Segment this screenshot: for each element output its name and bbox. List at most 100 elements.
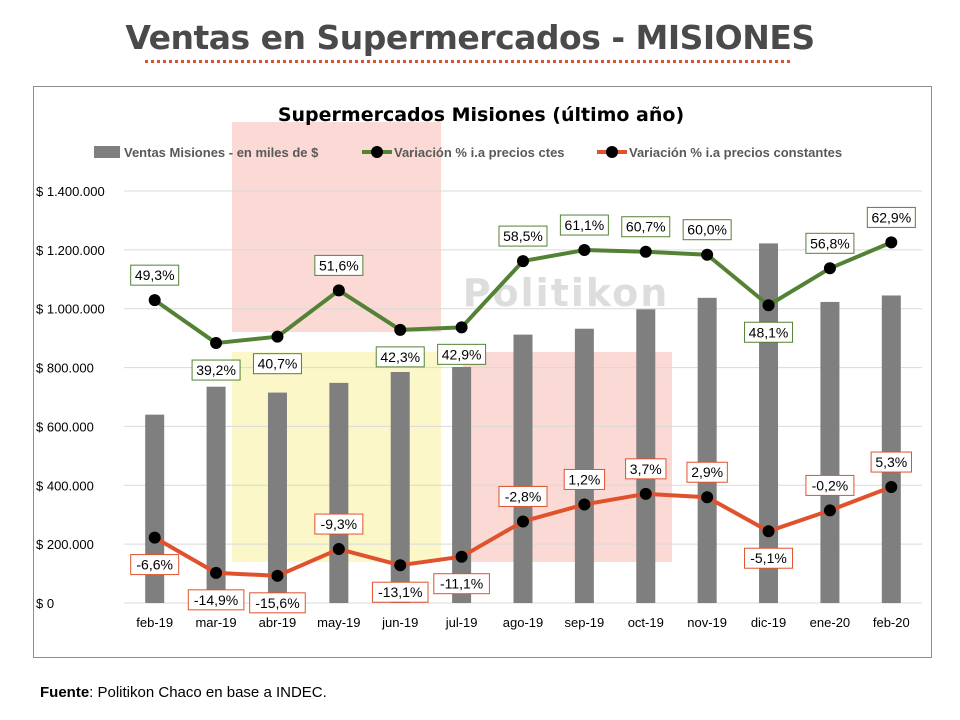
nominal-data-label: 39,2% [191, 359, 241, 381]
data-label-text: -13,1% [378, 584, 422, 600]
real-data-label: -11,1% [433, 573, 490, 595]
bar [206, 386, 226, 603]
real-point [210, 566, 223, 579]
real-point [517, 515, 529, 528]
nominal-point [885, 236, 898, 249]
data-label-box [498, 485, 548, 507]
legend-marker [371, 146, 383, 158]
data-label-box [130, 264, 180, 286]
x-tick-label: feb-19 [136, 615, 173, 630]
y-tick-label: $ 200.000 [36, 537, 94, 552]
real-data-label: -6,6% [130, 554, 180, 576]
legend-label: Variación % i.a precios constantes [629, 145, 842, 160]
data-label-text: 1,2% [568, 471, 600, 487]
data-label-box [437, 343, 487, 365]
nominal-point [148, 294, 161, 307]
x-tick-label: nov-19 [687, 615, 727, 630]
data-label-text: 51,6% [319, 257, 359, 273]
data-label-box [314, 254, 364, 276]
legend-item-nominal: Variación % i.a precios ctes [362, 145, 565, 160]
data-label-box [563, 468, 606, 490]
real-data-label: -9,3% [314, 513, 364, 535]
data-label-text: 49,3% [135, 267, 175, 283]
nominal-data-label: 61,1% [559, 214, 609, 236]
nominal-point [701, 248, 714, 261]
nominal-point [332, 284, 345, 297]
real-data-label: 3,7% [625, 458, 667, 480]
data-label-text: 40,7% [258, 356, 298, 372]
bar [574, 328, 594, 603]
watermark: Politikon [463, 271, 670, 315]
data-label-box [130, 554, 180, 576]
headline-underline [145, 60, 790, 63]
data-label-box [870, 451, 913, 473]
highlight-pink-top [232, 122, 441, 332]
nominal-point [210, 337, 223, 350]
nominal-point [639, 245, 652, 258]
data-label-box [314, 513, 364, 535]
data-label-box [187, 589, 245, 611]
data-labels: 49,3% 39,2% 40,7% 51,6% 42,3% 42,9% 58,5% 61,1%… [130, 206, 916, 614]
y-tick-label: $ 400.000 [36, 478, 94, 493]
bar [697, 297, 717, 603]
real-point [639, 487, 652, 500]
data-label-box [191, 359, 241, 381]
lines [148, 236, 898, 582]
data-label-text: -11,1% [440, 576, 483, 592]
data-label-text: 56,8% [810, 235, 850, 251]
legend: Ventas Misiones - en miles de $ Variación… [94, 145, 842, 160]
data-label-box [371, 581, 429, 603]
legend-label: Ventas Misiones - en miles de $ [124, 145, 319, 160]
real-point [455, 550, 468, 563]
data-label-text: -2,8% [505, 488, 542, 504]
x-tick-label: jul-19 [445, 615, 478, 630]
legend-marker [606, 146, 618, 158]
nominal-data-label: 42,3% [375, 346, 425, 368]
x-tick-label: ago-19 [503, 615, 543, 630]
data-label-text: -9,3% [321, 516, 358, 532]
real-point [271, 569, 284, 582]
real-point [578, 498, 591, 511]
source-label: Fuente [40, 684, 90, 701]
legend-item-real: Variación % i.a precios constantes [597, 145, 842, 160]
x-tick-label: may-19 [317, 615, 360, 630]
data-label-box [805, 474, 855, 496]
bar [390, 371, 410, 603]
bar [513, 334, 533, 603]
nominal-point [578, 244, 591, 257]
y-tick-label: $ 1.400.000 [36, 184, 105, 199]
bar [881, 295, 901, 603]
real-data-label: -2,8% [498, 485, 548, 507]
y-tick-label: $ 1.200.000 [36, 243, 105, 258]
x-tick-label: jun-19 [381, 615, 418, 630]
bar [267, 392, 287, 603]
data-label-box [621, 216, 671, 238]
real-data-label: -5,1% [744, 547, 794, 569]
data-label-box [686, 461, 728, 483]
bar [636, 309, 656, 603]
axes: $ 0 $ 200.000 $ 400.000 $ 600.000 $ 800.000 $… [36, 184, 910, 630]
real-data-label: 2,9% [686, 461, 728, 483]
x-tick-label: ene-20 [810, 615, 850, 630]
data-label-text: -6,6% [136, 557, 173, 573]
data-label-box [498, 225, 548, 247]
bar [820, 301, 840, 603]
data-label-box [805, 232, 855, 254]
data-label-text: 48,1% [749, 324, 789, 340]
data-label-box [682, 219, 732, 241]
y-tick-label: $ 1.000.000 [36, 302, 105, 317]
bar [329, 382, 349, 603]
nominal-point [455, 321, 468, 334]
data-label-box [559, 214, 609, 236]
legend-item-bars: Ventas Misiones - en miles de $ [94, 145, 319, 160]
y-tick-label: $ 600.000 [36, 419, 94, 434]
data-label-text: 58,5% [503, 228, 543, 244]
real-data-label: -14,9% [187, 589, 245, 611]
data-label-text: -0,2% [812, 477, 849, 493]
real-data-label: -0,2% [805, 474, 855, 496]
data-label-text: 42,3% [380, 349, 420, 365]
x-tick-label: sep-19 [565, 615, 605, 630]
real-point [394, 559, 407, 572]
y-tick-label: $ 800.000 [36, 361, 94, 376]
